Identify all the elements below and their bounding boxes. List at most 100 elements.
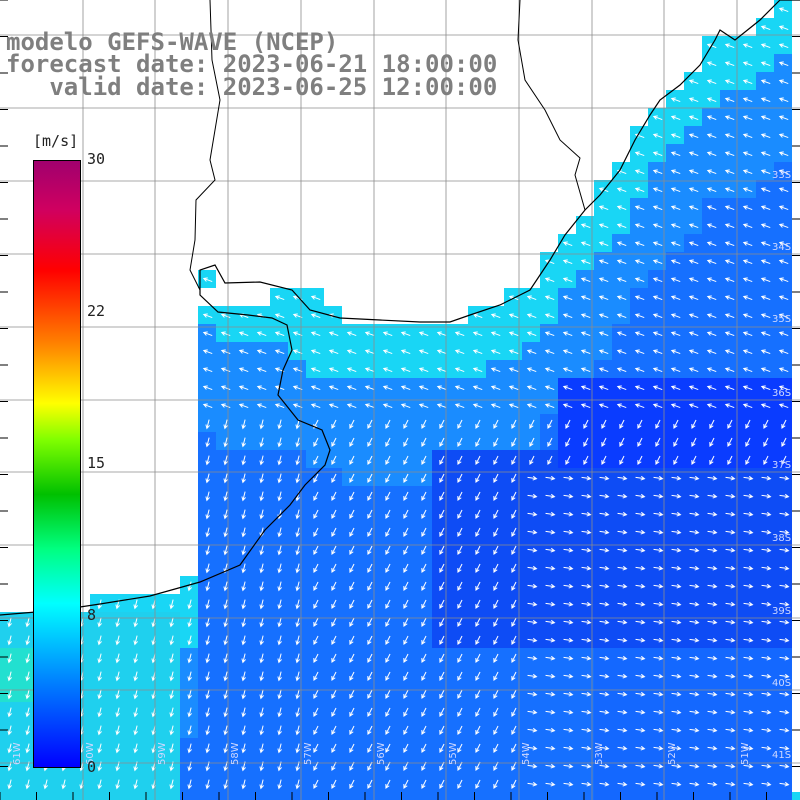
wind-speed-cell (702, 576, 720, 594)
wind-arrow (617, 655, 628, 661)
wind-speed-cell (180, 684, 198, 702)
wind-arrow (652, 403, 663, 409)
wind-speed-cell (612, 540, 630, 558)
wind-speed-cell (216, 738, 234, 756)
wind-arrow (727, 419, 733, 429)
wind-speed-cell (666, 702, 684, 720)
wind-arrow (616, 349, 627, 355)
wind-arrow (562, 349, 573, 355)
wind-speed-cell (468, 630, 486, 648)
wind-arrow (313, 491, 319, 501)
wind-speed-cell (774, 594, 792, 612)
wind-speed-cell (756, 774, 774, 792)
wind-speed-cell (342, 396, 360, 414)
wind-arrow (725, 601, 736, 607)
wind-speed-cell (504, 306, 522, 324)
wind-arrow (689, 583, 700, 589)
wind-arrow (349, 563, 355, 573)
wind-speed-cell (198, 504, 216, 522)
wind-speed-cell (756, 288, 774, 306)
wind-speed-cell (648, 738, 666, 756)
wind-speed-cell (720, 468, 738, 486)
wind-speed-cell (414, 522, 432, 540)
wind-speed-cell (540, 270, 558, 288)
wind-arrow (634, 241, 645, 247)
wind-arrow (97, 689, 102, 700)
wind-arrow (403, 563, 409, 573)
wind-arrow (761, 511, 772, 517)
wind-arrow (493, 491, 499, 501)
wind-arrow (763, 437, 769, 447)
wind-speed-cell (378, 468, 396, 486)
wind-arrow (526, 295, 537, 301)
wind-arrow (385, 437, 391, 447)
wind-speed-cell (468, 774, 486, 792)
wind-arrow (778, 25, 789, 31)
wind-arrow (241, 473, 246, 484)
wind-arrow (475, 473, 481, 483)
wind-speed-cell (270, 288, 288, 306)
wind-arrow (601, 455, 607, 465)
wind-arrow (545, 601, 556, 607)
wind-arrow (511, 491, 517, 501)
wind-speed-cell (126, 738, 144, 756)
wind-arrow (439, 563, 445, 573)
wind-arrow (418, 403, 429, 409)
wind-speed-cell (288, 720, 306, 738)
wind-arrow (635, 763, 646, 769)
wind-arrow (439, 635, 445, 645)
wind-speed-cell (684, 162, 702, 180)
wind-speed-cell (306, 612, 324, 630)
wind-arrow (688, 97, 699, 103)
wind-speed-cell (324, 540, 342, 558)
wind-speed-cell (612, 450, 630, 468)
wind-speed-cell (486, 756, 504, 774)
wind-speed-cell (324, 342, 342, 360)
wind-arrow (241, 599, 246, 610)
wind-arrow (601, 437, 607, 447)
wind-arrow (115, 689, 120, 700)
wind-speed-cell (270, 738, 288, 756)
wind-speed-cell (522, 630, 540, 648)
wind-arrow (403, 635, 409, 645)
wind-speed-cell (180, 774, 198, 792)
wind-arrow (439, 527, 445, 537)
wind-arrow (115, 725, 120, 736)
wind-speed-cell (594, 720, 612, 738)
wind-speed-cell (144, 594, 162, 612)
wind-arrow (761, 565, 772, 571)
wind-speed-cell (306, 756, 324, 774)
wind-speed-cell (90, 702, 108, 720)
wind-arrow (511, 743, 517, 753)
wind-arrow (529, 419, 535, 429)
wind-speed-cell (756, 396, 774, 414)
wind-speed-cell (738, 270, 756, 288)
wind-arrow (671, 745, 682, 751)
wind-speed-cell (324, 324, 342, 342)
wind-speed-cell (378, 756, 396, 774)
wind-arrow (742, 97, 753, 103)
wind-arrow (545, 475, 556, 481)
wind-speed-cell (558, 594, 576, 612)
wind-arrow (761, 601, 772, 607)
wind-arrow (313, 527, 319, 537)
wind-arrow (688, 331, 699, 337)
wind-arrow (743, 583, 754, 589)
wind-arrow (760, 223, 771, 229)
wind-arrow (599, 475, 610, 481)
wind-arrow (241, 563, 246, 574)
wind-speed-cell (684, 252, 702, 270)
wind-arrow (688, 295, 699, 301)
wind-speed-cell (90, 684, 108, 702)
wind-speed-cell (756, 306, 774, 324)
wind-speed-cell (576, 270, 594, 288)
wind-arrow (617, 691, 628, 697)
wind-arrow (367, 725, 373, 735)
wind-speed-cell (774, 54, 792, 72)
wind-speed-cell (216, 594, 234, 612)
wind-speed-cell (738, 126, 756, 144)
wind-arrow (382, 349, 393, 355)
wind-arrow (689, 511, 700, 517)
wind-arrow (761, 547, 772, 553)
wind-arrow (421, 617, 427, 627)
